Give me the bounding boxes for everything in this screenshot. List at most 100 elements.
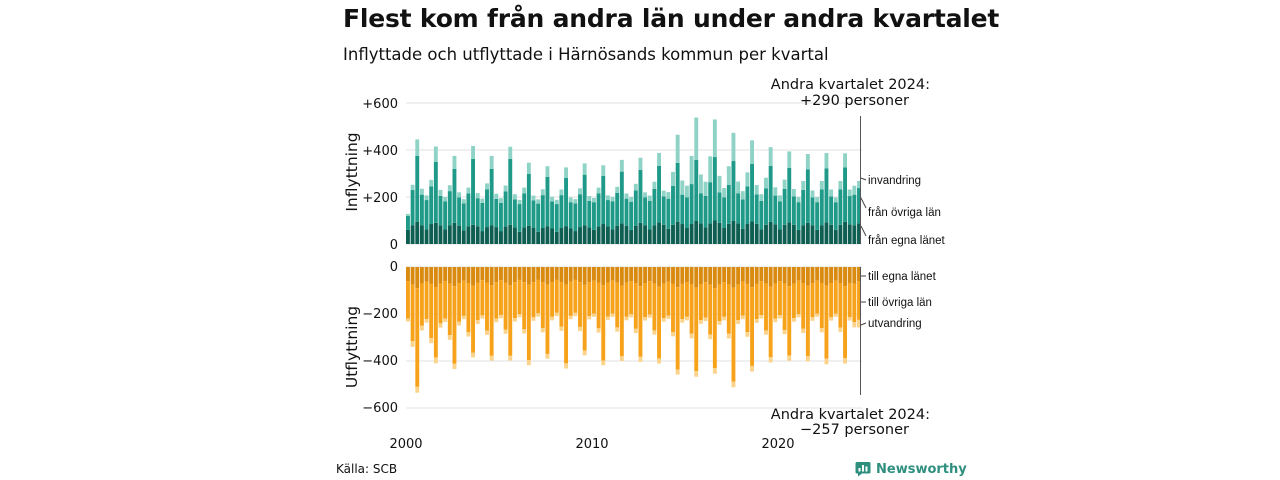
newsworthy-logo[interactable]: Newsworthy xyxy=(855,461,967,477)
bar-in-fran-ovriga-lan-36 xyxy=(573,203,578,232)
annotation-top-line2: +290 personer xyxy=(800,93,909,109)
legend-leader-egna-lanet-in xyxy=(860,225,867,237)
bar-in-fran-egna-lanet-47 xyxy=(624,225,629,244)
bar-out-till-ovriga-lan-81 xyxy=(782,283,787,330)
bar-out-utvandring-22 xyxy=(508,355,513,361)
chart-subtitle: Inflyttade och utflyttade i Härnösands k… xyxy=(343,45,829,64)
bar-in-fran-egna-lanet-65 xyxy=(708,223,713,244)
bar-out-utvandring-13 xyxy=(466,332,471,337)
bar-out-till-egna-lanet-56 xyxy=(666,267,671,282)
bar-in-fran-ovriga-lan-88 xyxy=(815,202,820,230)
bar-in-fran-egna-lanet-87 xyxy=(810,225,815,244)
bar-in-invandring-66 xyxy=(712,119,717,158)
bar-out-utvandring-2 xyxy=(415,386,420,393)
bar-out-till-egna-lanet-24 xyxy=(517,267,522,280)
bar-out-till-ovriga-lan-48 xyxy=(629,281,634,314)
bar-in-fran-ovriga-lan-93 xyxy=(838,189,843,225)
bar-out-utvandring-38 xyxy=(582,350,587,356)
bar-out-utvandring-16 xyxy=(480,315,485,319)
bar-in-fran-egna-lanet-62 xyxy=(694,220,699,244)
bar-out-till-egna-lanet-16 xyxy=(480,267,485,281)
bar-out-utvandring-3 xyxy=(419,325,424,331)
bar-in-invandring-53 xyxy=(652,181,657,189)
bar-in-fran-egna-lanet-53 xyxy=(652,225,657,244)
bar-out-till-egna-lanet-86 xyxy=(805,267,810,286)
bar-in-fran-egna-lanet-80 xyxy=(778,229,782,244)
bar-out-till-ovriga-lan-32 xyxy=(554,279,559,313)
bar-in-fran-egna-lanet-42 xyxy=(601,224,606,244)
bar-in-fran-egna-lanet-37 xyxy=(578,227,582,244)
bar-out-till-egna-lanet-17 xyxy=(485,267,489,283)
bar-in-fran-egna-lanet-60 xyxy=(685,228,689,244)
bar-out-till-ovriga-lan-80 xyxy=(778,281,782,316)
bar-in-fran-egna-lanet-28 xyxy=(536,231,541,244)
bar-out-utvandring-26 xyxy=(526,360,531,366)
bar-in-fran-ovriga-lan-0 xyxy=(406,215,410,230)
bar-in-invandring-34 xyxy=(564,167,568,178)
bar-out-till-egna-lanet-43 xyxy=(605,267,610,283)
bar-in-fran-egna-lanet-3 xyxy=(419,225,424,244)
bar-out-till-ovriga-lan-24 xyxy=(517,279,522,314)
bar-out-till-egna-lanet-79 xyxy=(773,267,778,284)
bar-out-till-egna-lanet-4 xyxy=(424,267,429,282)
annotation-bottom-line1: Andra kvartalet 2024: xyxy=(771,407,930,423)
bar-in-fran-ovriga-lan-9 xyxy=(447,191,452,226)
bar-in-fran-egna-lanet-0 xyxy=(406,229,410,244)
bar-out-till-egna-lanet-55 xyxy=(661,267,666,284)
bar-out-utvandring-74 xyxy=(750,365,754,372)
bar-out-till-ovriga-lan-40 xyxy=(592,280,596,314)
bar-in-invandring-87 xyxy=(810,190,815,198)
bar-in-fran-egna-lanet-14 xyxy=(471,224,475,244)
legend-leader-ovriga-lan-in xyxy=(860,197,867,209)
bar-in-fran-egna-lanet-26 xyxy=(526,225,531,244)
bar-in-fran-ovriga-lan-59 xyxy=(680,194,685,225)
bar-in-fran-egna-lanet-77 xyxy=(764,224,768,244)
bar-out-utvandring-94 xyxy=(843,357,847,364)
bar-out-till-egna-lanet-50 xyxy=(638,267,643,287)
bar-out-utvandring-66 xyxy=(712,368,717,374)
bar-out-utvandring-63 xyxy=(698,320,703,324)
bar-in-invandring-55 xyxy=(661,190,666,197)
bar-out-till-ovriga-lan-27 xyxy=(531,282,536,318)
bar-out-till-egna-lanet-23 xyxy=(512,267,517,283)
bar-out-till-ovriga-lan-92 xyxy=(833,280,838,314)
bar-in-invandring-69 xyxy=(726,166,731,186)
bar-in-fran-egna-lanet-70 xyxy=(731,220,736,244)
bar-out-till-ovriga-lan-47 xyxy=(624,282,629,317)
bar-out-till-egna-lanet-72 xyxy=(740,267,745,282)
bar-in-fran-ovriga-lan-24 xyxy=(517,204,522,232)
bar-out-till-ovriga-lan-3 xyxy=(419,283,424,326)
bar-out-utvandring-82 xyxy=(787,355,792,361)
bar-in-fran-egna-lanet-73 xyxy=(745,224,750,244)
bar-in-invandring-51 xyxy=(643,192,648,198)
bar-out-till-ovriga-lan-70 xyxy=(731,287,736,382)
bar-out-till-egna-lanet-22 xyxy=(508,267,513,286)
bar-out-till-egna-lanet-25 xyxy=(522,267,527,283)
bar-in-fran-ovriga-lan-42 xyxy=(601,175,606,225)
bar-out-till-egna-lanet-28 xyxy=(536,267,541,280)
bar-in-fran-egna-lanet-48 xyxy=(629,229,634,244)
bar-in-fran-egna-lanet-76 xyxy=(759,229,764,244)
bar-out-utvandring-7 xyxy=(438,323,443,328)
bar-in-invandring-44 xyxy=(610,197,615,202)
bar-out-till-ovriga-lan-20 xyxy=(499,280,503,315)
bar-out-till-egna-lanet-53 xyxy=(652,267,657,284)
bar-out-till-egna-lanet-76 xyxy=(759,267,764,282)
bar-in-fran-egna-lanet-35 xyxy=(568,228,573,244)
bar-in-fran-egna-lanet-85 xyxy=(801,225,806,244)
bar-in-fran-ovriga-lan-75 xyxy=(754,194,759,224)
bar-out-till-ovriga-lan-33 xyxy=(559,282,564,327)
bar-in-fran-ovriga-lan-38 xyxy=(582,174,587,226)
bar-out-till-ovriga-lan-19 xyxy=(494,282,499,319)
bar-out-till-ovriga-lan-15 xyxy=(475,282,480,321)
bar-in-invandring-21 xyxy=(503,185,508,192)
bar-out-till-ovriga-lan-62 xyxy=(694,287,699,372)
bar-in-fran-ovriga-lan-44 xyxy=(610,201,615,230)
bar-in-fran-ovriga-lan-62 xyxy=(694,159,699,221)
bar-out-till-ovriga-lan-79 xyxy=(773,283,778,319)
bar-in-fran-ovriga-lan-26 xyxy=(526,173,531,226)
bar-out-utvandring-40 xyxy=(592,313,596,317)
bar-in-fran-egna-lanet-32 xyxy=(554,231,559,244)
bar-out-till-ovriga-lan-50 xyxy=(638,286,643,357)
y-axis-title-inflow: Inflyttning xyxy=(343,132,361,211)
